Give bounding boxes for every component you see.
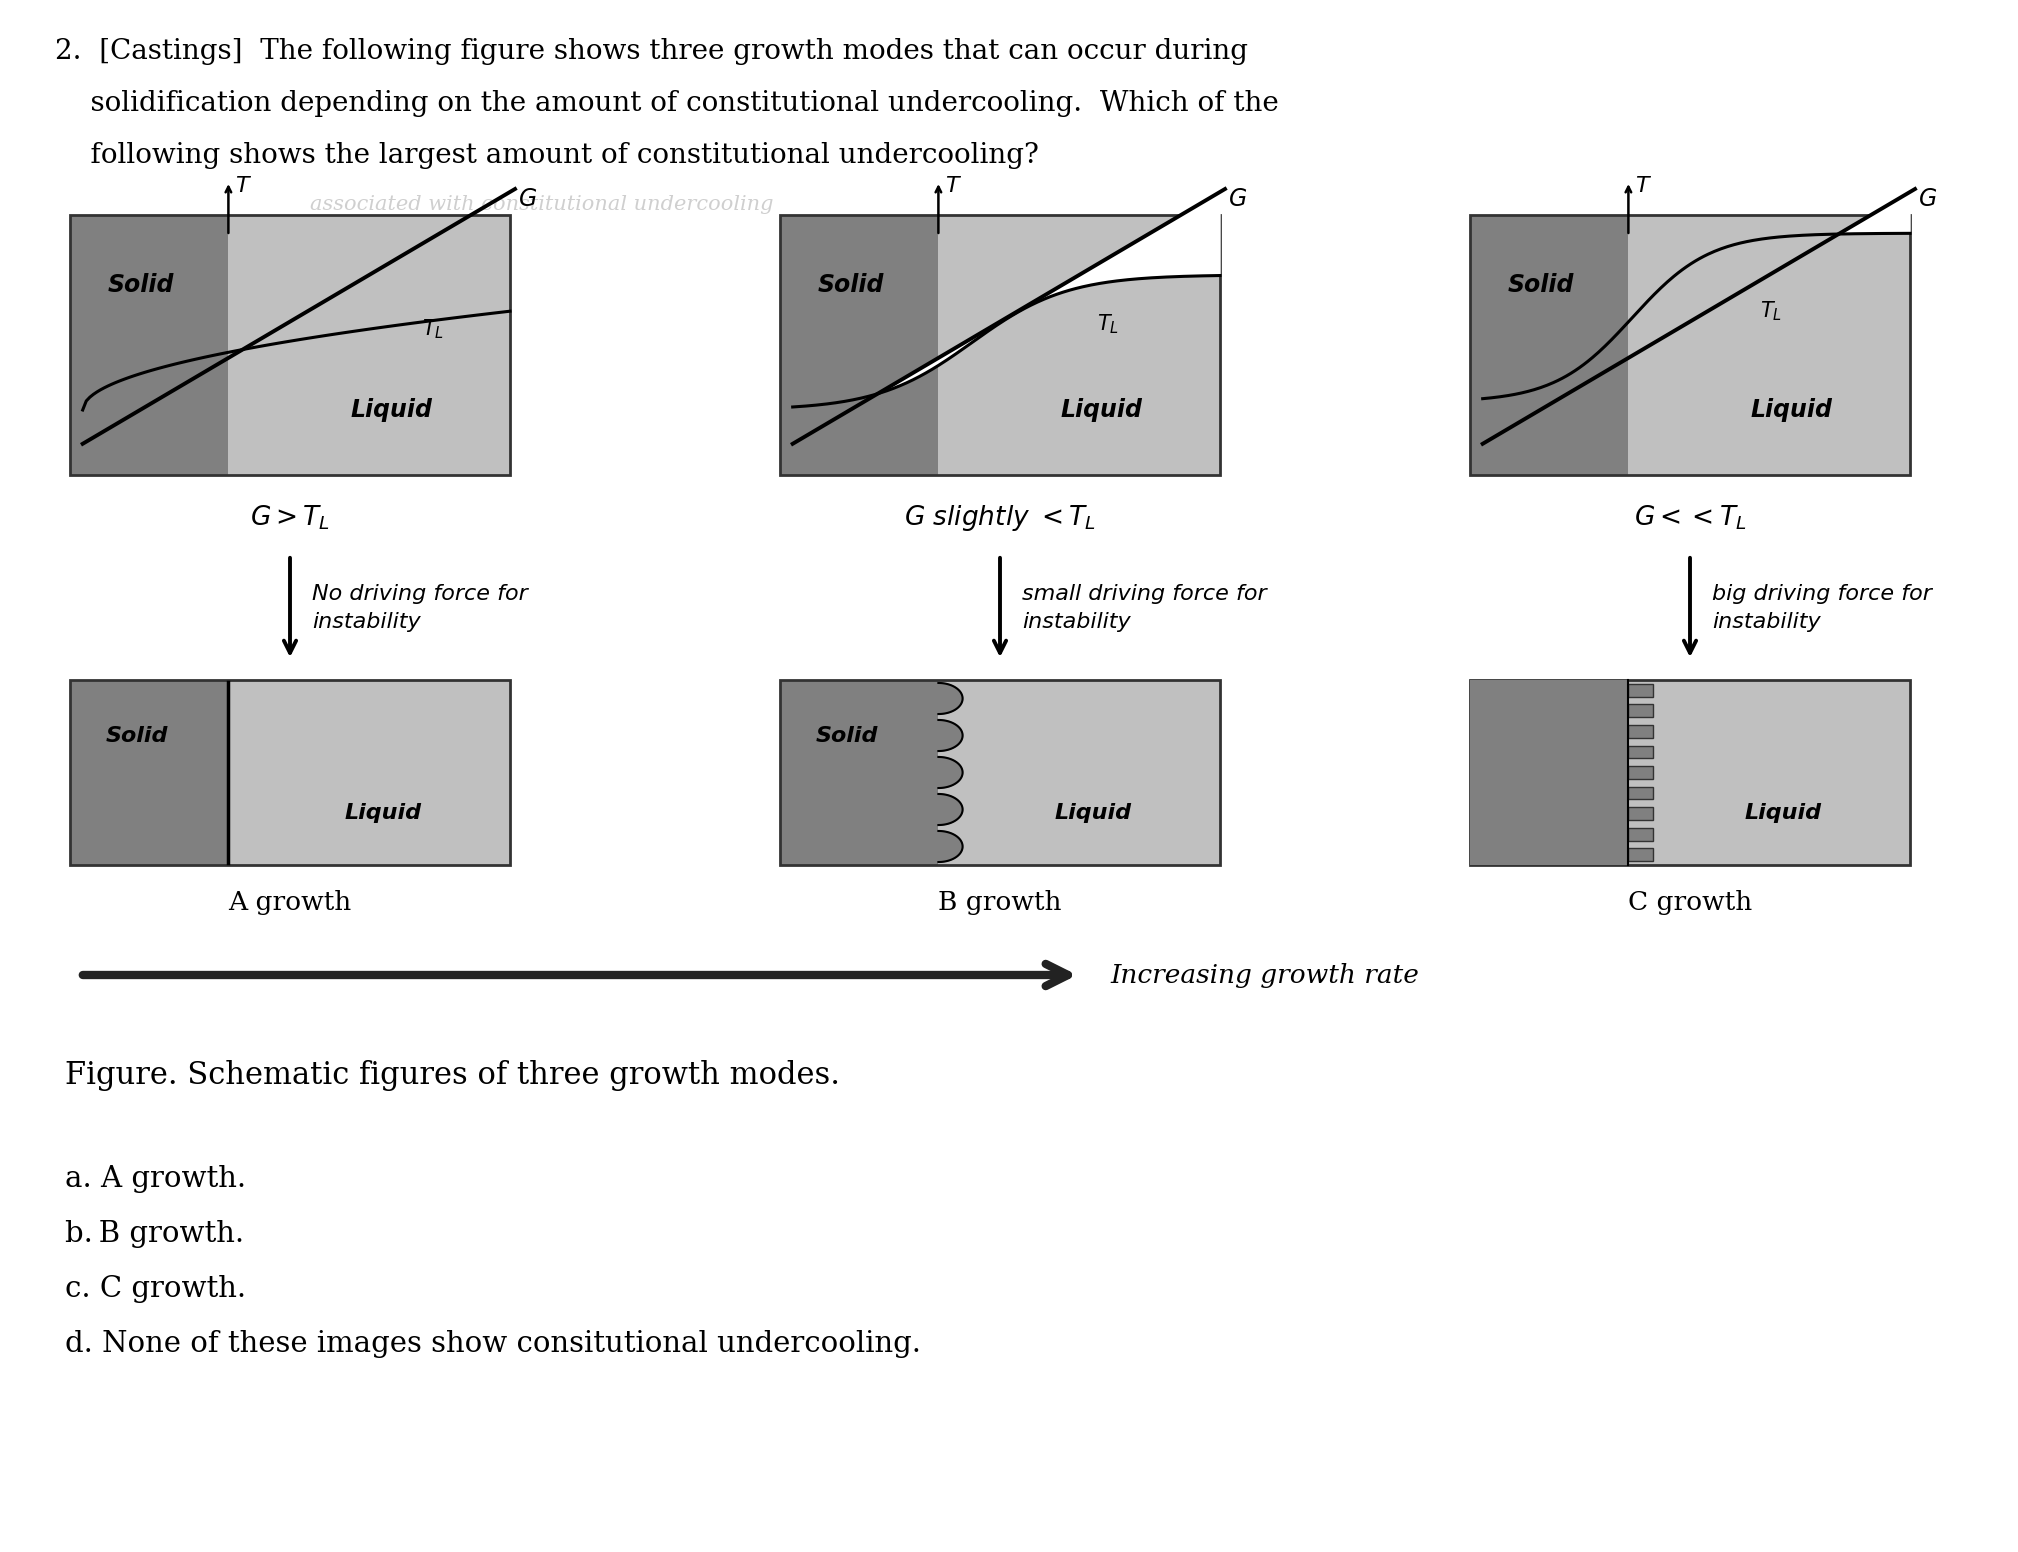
Text: Liquid: Liquid — [1752, 397, 1832, 422]
Text: Solid: Solid — [1507, 273, 1574, 296]
Text: solidification depending on the amount of constitutional undercooling.  Which of: solidification depending on the amount o… — [54, 90, 1279, 116]
Bar — [71, 216, 228, 475]
Polygon shape — [1838, 192, 1909, 234]
Text: $G$: $G$ — [1917, 188, 1937, 211]
Polygon shape — [938, 795, 963, 826]
Text: d. None of these images show consitutional undercooling.: d. None of these images show consitution… — [65, 1330, 920, 1358]
Text: $G << T_L$: $G << T_L$ — [1635, 503, 1746, 531]
Bar — [781, 216, 1221, 475]
Text: Solid: Solid — [105, 725, 167, 745]
Text: Increasing growth rate: Increasing growth rate — [1110, 962, 1419, 987]
Text: Liquid: Liquid — [345, 804, 422, 823]
Text: associated with constitutional undercooling: associated with constitutional undercool… — [311, 196, 773, 214]
Bar — [1469, 680, 1629, 864]
Bar — [938, 680, 1221, 864]
Text: $T_L$: $T_L$ — [1760, 300, 1782, 323]
Bar — [1629, 705, 1653, 717]
Bar — [1629, 684, 1653, 697]
Text: $G$: $G$ — [1229, 188, 1247, 211]
Bar — [1629, 725, 1653, 737]
Polygon shape — [938, 720, 963, 751]
Text: Solid: Solid — [1505, 725, 1568, 745]
Text: big driving force for
instability: big driving force for instability — [1711, 584, 1931, 632]
Bar — [228, 680, 511, 864]
Bar — [228, 216, 511, 475]
Text: B growth: B growth — [938, 889, 1061, 916]
Text: C growth: C growth — [1629, 889, 1752, 916]
Text: Solid: Solid — [815, 725, 878, 745]
Bar — [71, 680, 228, 864]
Bar — [1469, 216, 1909, 475]
Bar — [1629, 680, 1909, 864]
Bar — [781, 216, 938, 475]
Polygon shape — [878, 192, 1221, 394]
Text: $T_L$: $T_L$ — [422, 318, 444, 341]
Bar — [1629, 216, 1909, 475]
Polygon shape — [938, 683, 963, 714]
Bar — [71, 216, 511, 475]
Text: A growth: A growth — [228, 889, 351, 916]
Text: a. A growth.: a. A growth. — [65, 1166, 246, 1193]
Text: $T$: $T$ — [944, 177, 963, 197]
Text: Liquid: Liquid — [1746, 804, 1822, 823]
Text: $G$ slightly $< T_L$: $G$ slightly $< T_L$ — [904, 503, 1096, 532]
Text: Liquid: Liquid — [1061, 397, 1142, 422]
Text: c. C growth.: c. C growth. — [65, 1276, 246, 1304]
Text: Liquid: Liquid — [351, 397, 432, 422]
Bar — [1629, 827, 1653, 841]
Bar — [1469, 216, 1629, 475]
Bar — [1629, 745, 1653, 759]
Bar — [781, 680, 1221, 864]
Text: Figure. Schematic figures of three growth modes.: Figure. Schematic figures of three growt… — [65, 1060, 839, 1091]
Text: Solid: Solid — [109, 273, 174, 296]
Bar — [1629, 767, 1653, 779]
Text: No driving force for
instability: No driving force for instability — [313, 584, 529, 632]
Bar — [1469, 680, 1909, 864]
Bar — [938, 216, 1221, 475]
Text: $G > T_L$: $G > T_L$ — [250, 503, 331, 531]
Text: $G$: $G$ — [519, 188, 537, 211]
Text: $T$: $T$ — [1635, 177, 1653, 197]
Bar — [71, 680, 511, 864]
Text: following shows the largest amount of constitutional undercooling?: following shows the largest amount of co… — [54, 141, 1039, 169]
Bar — [1629, 849, 1653, 861]
Polygon shape — [938, 757, 963, 788]
Text: b. B growth.: b. B growth. — [65, 1220, 244, 1248]
Text: Liquid: Liquid — [1055, 804, 1132, 823]
Text: $T$: $T$ — [236, 177, 252, 197]
Text: Solid: Solid — [817, 273, 884, 296]
Polygon shape — [938, 830, 963, 861]
Text: $T_L$: $T_L$ — [1098, 312, 1118, 335]
Bar — [1629, 787, 1653, 799]
Text: small driving force for
instability: small driving force for instability — [1021, 584, 1267, 632]
Bar — [1629, 807, 1653, 819]
Bar — [781, 680, 938, 864]
Text: 2.  [Castings]  The following figure shows three growth modes that can occur dur: 2. [Castings] The following figure shows… — [54, 37, 1247, 65]
Bar — [1469, 680, 1629, 864]
